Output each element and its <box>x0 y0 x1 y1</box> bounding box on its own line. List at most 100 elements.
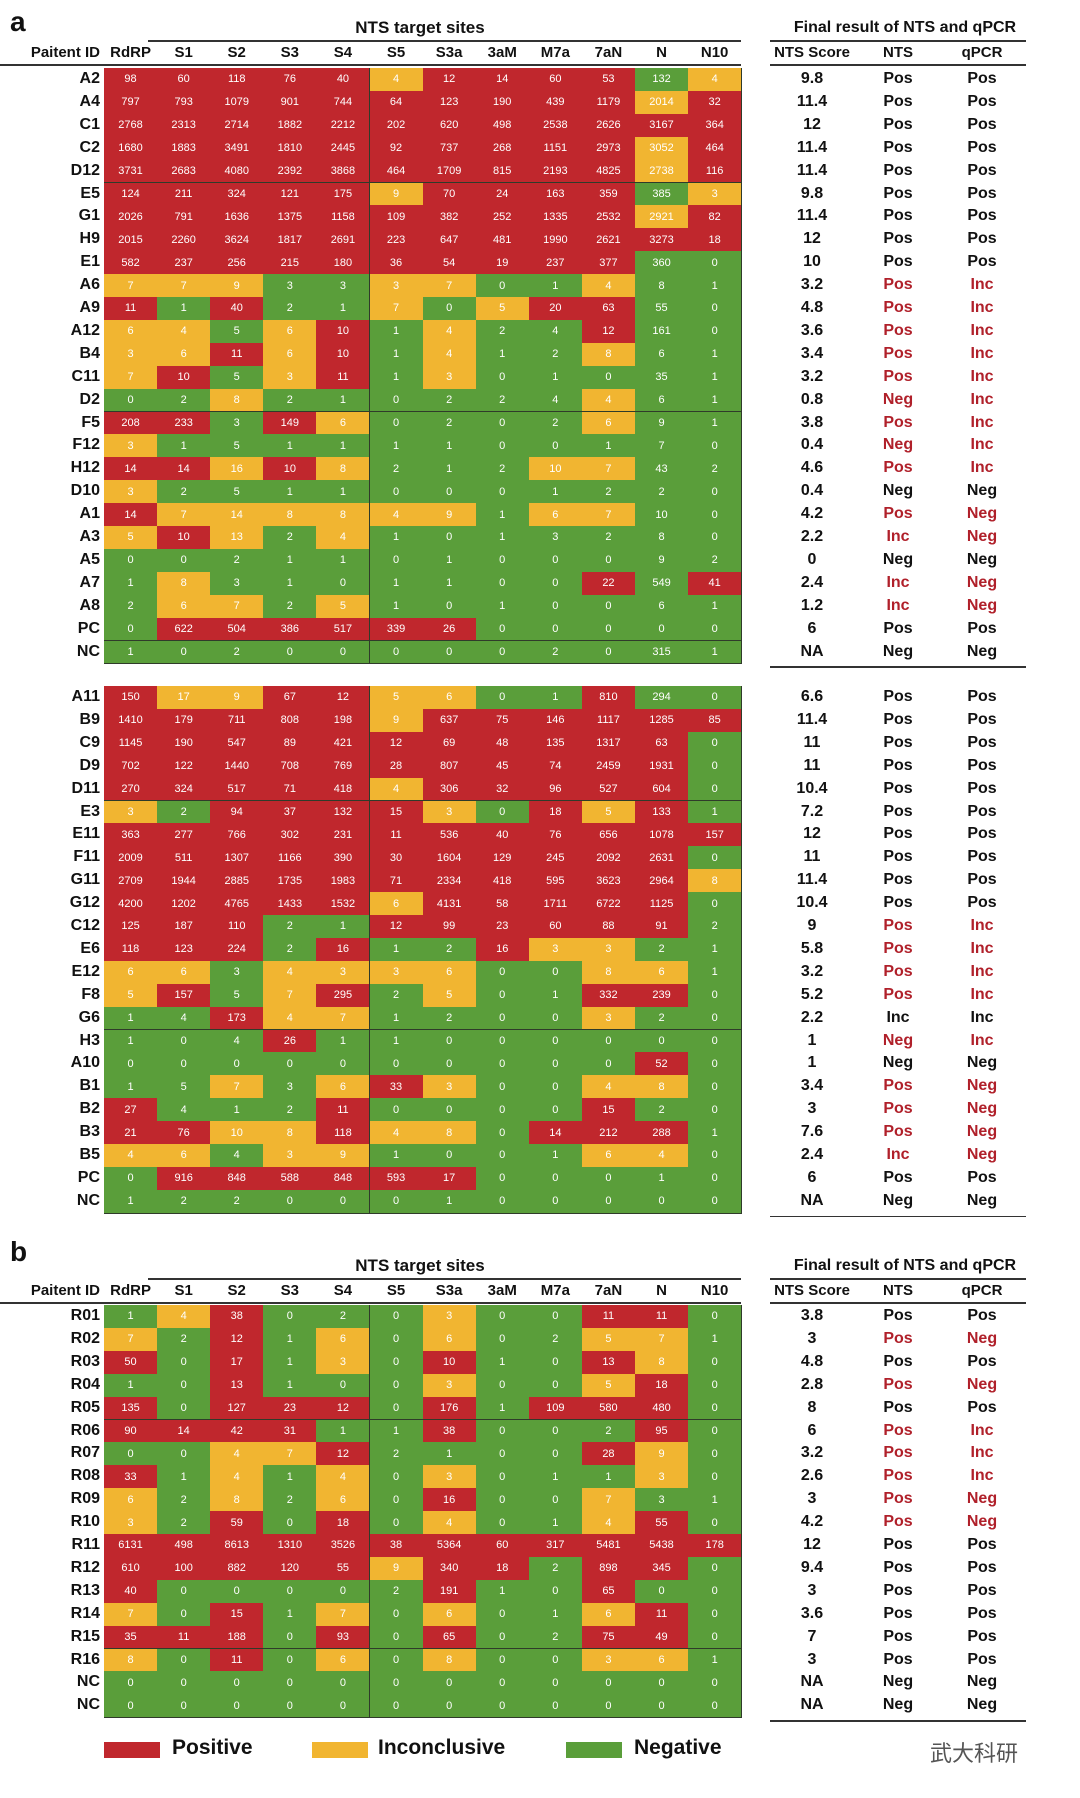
heatmap-cell: 1285 <box>635 708 690 733</box>
heatmap-cell: 0 <box>369 411 424 436</box>
heatmap-cell: 8 <box>316 503 371 527</box>
heatmap-cell: 302 <box>263 823 318 848</box>
heatmap-cell: 0 <box>263 1694 318 1719</box>
heatmap-cell: 58 <box>475 892 530 916</box>
result-score: 4.2 <box>800 1513 824 1531</box>
heatmap-cell: 3167 <box>635 113 690 138</box>
heatmap-cell: 498 <box>157 1534 212 1558</box>
heatmap-cell: 1 <box>475 1396 530 1421</box>
result-qpcr: Pos <box>967 1627 997 1645</box>
heatmap-cell: 1 <box>316 548 371 573</box>
heatmap-cell: 8 <box>688 869 743 894</box>
heatmap-cell: 3 <box>422 1075 477 1100</box>
heatmap-cell: 0 <box>369 1648 424 1673</box>
heatmap-cell: 2009 <box>104 846 159 871</box>
heatmap-cell: 40 <box>104 1579 159 1604</box>
heatmap-cell: 1 <box>528 1602 583 1627</box>
heatmap-cell: 0 <box>635 1671 690 1696</box>
heatmap-cell: 129 <box>475 846 530 871</box>
heatmap-cell: 0 <box>369 480 424 505</box>
result-qpcr: Inc <box>970 1421 994 1439</box>
heatmap-cell: 133 <box>635 800 690 825</box>
heatmap-cell: 2 <box>635 937 690 962</box>
heatmap-cell: 2885 <box>210 869 265 894</box>
heatmap-cell: 0 <box>475 1419 530 1444</box>
heatmap-cell: 2260 <box>157 228 212 253</box>
heatmap-cell: 12 <box>316 1396 371 1421</box>
heatmap-cell: 17 <box>422 1166 477 1191</box>
heatmap-cell: 1983 <box>316 869 371 894</box>
heatmap-cell: 0 <box>369 1602 424 1627</box>
col-header-s5: S5 <box>386 44 406 61</box>
heatmap-cell: 6 <box>157 594 212 619</box>
heatmap-cell: 7 <box>157 274 212 298</box>
result-score: 11.4 <box>796 161 828 179</box>
legend-swatch-inconclusive <box>312 1742 368 1758</box>
heatmap-cell: 6 <box>316 411 371 436</box>
heatmap-cell: 11 <box>581 1305 636 1329</box>
heatmap-cell: 18 <box>316 1511 371 1535</box>
heatmap-cell: 11 <box>316 365 371 390</box>
heatmap-cell: 14 <box>210 503 265 527</box>
heatmap-cell: 363 <box>104 823 159 848</box>
patient-id: R11 <box>71 1536 100 1553</box>
col-header-rdrp: RdRP <box>110 1282 151 1299</box>
heatmap-cell: 0 <box>528 1694 583 1719</box>
heatmap-cell: 3868 <box>316 159 371 184</box>
heatmap-cell: 19 <box>475 251 530 276</box>
heatmap-cell: 18 <box>475 1556 530 1581</box>
heatmap-cell: 9 <box>369 182 424 207</box>
result-qpcr: Pos <box>967 115 997 133</box>
heatmap-cell: 3 <box>422 1373 477 1398</box>
heatmap-cell: 1335 <box>528 205 583 230</box>
patient-id: E6 <box>80 939 100 957</box>
heatmap-cell: 42 <box>210 1419 265 1444</box>
heatmap-cell: 245 <box>528 846 583 871</box>
result-score: 3.6 <box>800 321 824 339</box>
heatmap-cell: 294 <box>635 686 690 710</box>
heatmap-cell: 12 <box>369 731 424 756</box>
heatmap-cell: 3 <box>104 1511 159 1535</box>
heatmap-cell: 2 <box>263 594 318 619</box>
heatmap-cell: 2 <box>263 915 318 939</box>
heatmap-cell: 76 <box>263 68 318 92</box>
header-rule-right <box>770 40 1026 42</box>
heatmap-cell: 306 <box>422 777 477 802</box>
heatmap-cell: 1 <box>104 1075 159 1100</box>
heatmap-cell: 237 <box>528 251 583 276</box>
patient-id: R10 <box>70 1513 100 1531</box>
heatmap-cell: 2459 <box>581 754 636 779</box>
heatmap-cell: 0 <box>475 571 530 596</box>
heatmap-cell: 63 <box>635 731 690 756</box>
heatmap-cell: 0 <box>688 503 743 527</box>
result-qpcr: Inc <box>970 276 994 294</box>
patient-id: A12 <box>70 321 100 339</box>
heatmap-cell: 40 <box>210 297 265 321</box>
result-score: 12 <box>803 825 821 843</box>
heatmap-cell: 1 <box>688 937 743 962</box>
heatmap-cell: 1 <box>369 342 424 367</box>
patient-id: A11 <box>71 688 100 705</box>
result-qpcr: Inc <box>970 1008 994 1026</box>
result-nts: Pos <box>883 321 913 339</box>
heatmap-cell: 132 <box>316 800 371 825</box>
col-header-s1: S1 <box>174 1282 193 1299</box>
heatmap-cell: 0 <box>369 1671 424 1696</box>
result-qpcr: Pos <box>967 1398 997 1416</box>
heatmap-cell: 1 <box>422 434 477 459</box>
result-qpcr: Neg <box>966 1146 998 1163</box>
legend-label-inconclusive: Inconclusive <box>378 1736 506 1759</box>
heatmap-cell: 6 <box>104 1488 159 1513</box>
block-rule-right <box>770 1720 1026 1722</box>
result-score: 11 <box>803 848 821 866</box>
heatmap-cell: 0 <box>316 1694 371 1719</box>
heatmap-cell: 1 <box>688 411 743 436</box>
heatmap-cell: 224 <box>210 937 265 962</box>
heatmap-cell: 0 <box>688 1029 743 1054</box>
heatmap-cell: 2 <box>688 915 743 939</box>
heatmap-cell: 390 <box>316 846 371 871</box>
result-qpcr: Neg <box>966 528 998 545</box>
col-header-s4: S4 <box>333 1282 353 1299</box>
heatmap-cell: 4 <box>528 319 583 344</box>
heatmap-cell: 2 <box>422 388 477 413</box>
